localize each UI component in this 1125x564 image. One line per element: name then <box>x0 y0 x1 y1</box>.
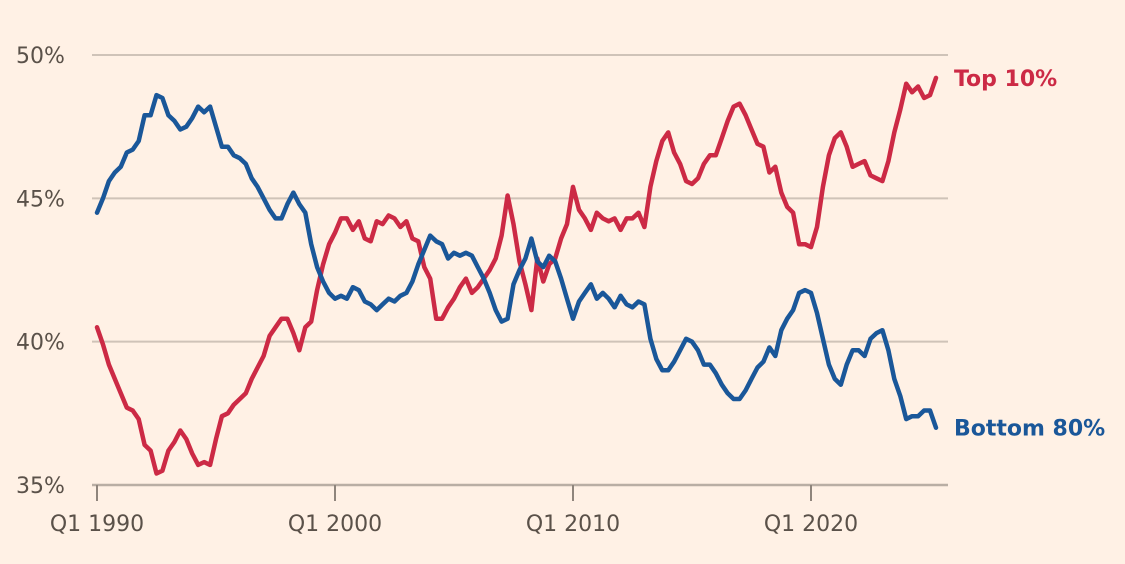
series-line-top-10 <box>94 75 939 476</box>
y-tick-label: 45% <box>16 187 65 212</box>
series-line-bottom-80 <box>94 92 939 430</box>
x-tick-label: Q1 2020 <box>764 512 858 537</box>
y-axis-tick-labels: 35% 40% 45% 50% <box>16 44 65 499</box>
y-tick-label: 35% <box>16 474 65 499</box>
series-labels: Top 10% Bottom 80% <box>954 67 1105 442</box>
series-label-bottom-80: Bottom 80% <box>954 417 1105 442</box>
y-tick-label: 50% <box>16 44 65 69</box>
series-lines <box>94 75 939 476</box>
x-tick-label: Q1 2000 <box>288 512 382 537</box>
x-axis-tick-labels: Q1 1990 Q1 2000 Q1 2010 Q1 2020 <box>50 512 858 537</box>
y-tick-label: 40% <box>16 331 65 356</box>
gridlines <box>92 54 948 501</box>
series-label-top-10: Top 10% <box>954 67 1057 92</box>
x-tick-label: Q1 2010 <box>526 512 620 537</box>
x-tick-label: Q1 1990 <box>50 512 144 537</box>
